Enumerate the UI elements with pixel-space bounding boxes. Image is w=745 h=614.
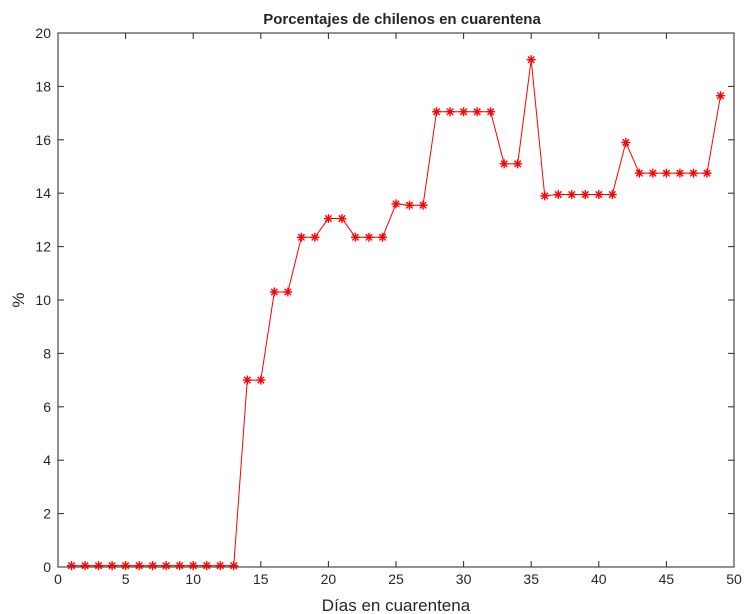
y-tick-label: 4	[43, 452, 51, 468]
data-point	[242, 375, 252, 385]
data-point	[94, 561, 104, 571]
data-point	[715, 91, 725, 101]
data-point	[432, 107, 442, 117]
x-tick-label: 5	[122, 571, 130, 587]
data-point	[310, 232, 320, 242]
data-point	[202, 561, 212, 571]
data-point	[661, 168, 671, 178]
x-tick-label: 25	[388, 571, 404, 587]
x-tick-label: 15	[253, 571, 269, 587]
axes: 0 5 10 15 20 25 30 35 40 45 50 0 2 4 6 8 10 12 14 16 18 20	[35, 25, 742, 587]
data-point	[283, 287, 293, 297]
y-tick-label: 2	[43, 506, 51, 522]
data-point	[499, 159, 509, 169]
data-point	[513, 159, 523, 169]
data-point	[553, 190, 563, 200]
x-tick-label: 0	[54, 571, 62, 587]
x-tick-label: 45	[659, 571, 675, 587]
data-point	[688, 168, 698, 178]
data-point	[567, 190, 577, 200]
data-point	[350, 232, 360, 242]
x-tick-label: 10	[185, 571, 201, 587]
data-point	[675, 168, 685, 178]
data-point	[175, 561, 185, 571]
data-point	[621, 137, 631, 147]
y-axis-label: %	[9, 292, 28, 307]
y-tick-label: 12	[35, 239, 51, 255]
data-point	[702, 168, 712, 178]
data-point	[472, 107, 482, 117]
data-point	[459, 107, 469, 117]
data-point	[296, 232, 306, 242]
data-point	[486, 107, 496, 117]
y-tick-label: 16	[35, 132, 51, 148]
data-point	[67, 561, 77, 571]
data-point	[107, 561, 117, 571]
data-point	[134, 561, 144, 571]
data-point	[188, 561, 198, 571]
data-point	[377, 232, 387, 242]
data-point	[648, 168, 658, 178]
data-point	[364, 232, 374, 242]
y-tick-label: 20	[35, 25, 51, 41]
data-point	[634, 168, 644, 178]
y-tick-label: 0	[43, 559, 51, 575]
x-tick-label: 40	[591, 571, 607, 587]
data-point	[215, 561, 225, 571]
data-point	[269, 287, 279, 297]
y-tick-label: 8	[43, 345, 51, 361]
data-point	[580, 190, 590, 200]
data-point	[229, 561, 239, 571]
x-tick-label: 30	[456, 571, 472, 587]
data-point	[594, 190, 604, 200]
data-point	[526, 55, 536, 65]
data-point	[121, 561, 131, 571]
y-tick-label: 6	[43, 399, 51, 415]
series-layer	[67, 55, 725, 571]
data-point	[80, 561, 90, 571]
data-point	[607, 190, 617, 200]
data-point	[323, 214, 333, 224]
plot-area	[58, 33, 734, 567]
data-point	[418, 200, 428, 210]
data-point	[148, 561, 158, 571]
x-tick-label: 50	[726, 571, 742, 587]
data-point	[445, 107, 455, 117]
data-point	[337, 214, 347, 224]
x-tick-label: 20	[321, 571, 337, 587]
y-tick-label: 14	[35, 185, 51, 201]
chart-title: Porcentajes de chilenos en cuarentena	[263, 11, 541, 28]
x-tick-label: 35	[523, 571, 539, 587]
y-tick-label: 10	[35, 292, 51, 308]
data-point	[256, 375, 266, 385]
data-point	[540, 191, 550, 201]
y-tick-label: 18	[35, 78, 51, 94]
data-point	[405, 200, 415, 210]
data-point	[161, 561, 171, 571]
data-point	[391, 199, 401, 209]
x-axis-label: Días en cuarentena	[322, 596, 471, 614]
